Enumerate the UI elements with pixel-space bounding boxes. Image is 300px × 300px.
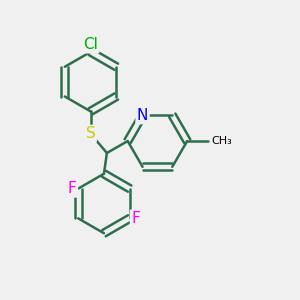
Text: N: N: [137, 108, 148, 123]
Text: Cl: Cl: [83, 37, 98, 52]
Text: S: S: [86, 126, 95, 141]
Text: F: F: [68, 181, 76, 196]
Text: CH₃: CH₃: [211, 136, 232, 146]
Text: F: F: [131, 211, 140, 226]
